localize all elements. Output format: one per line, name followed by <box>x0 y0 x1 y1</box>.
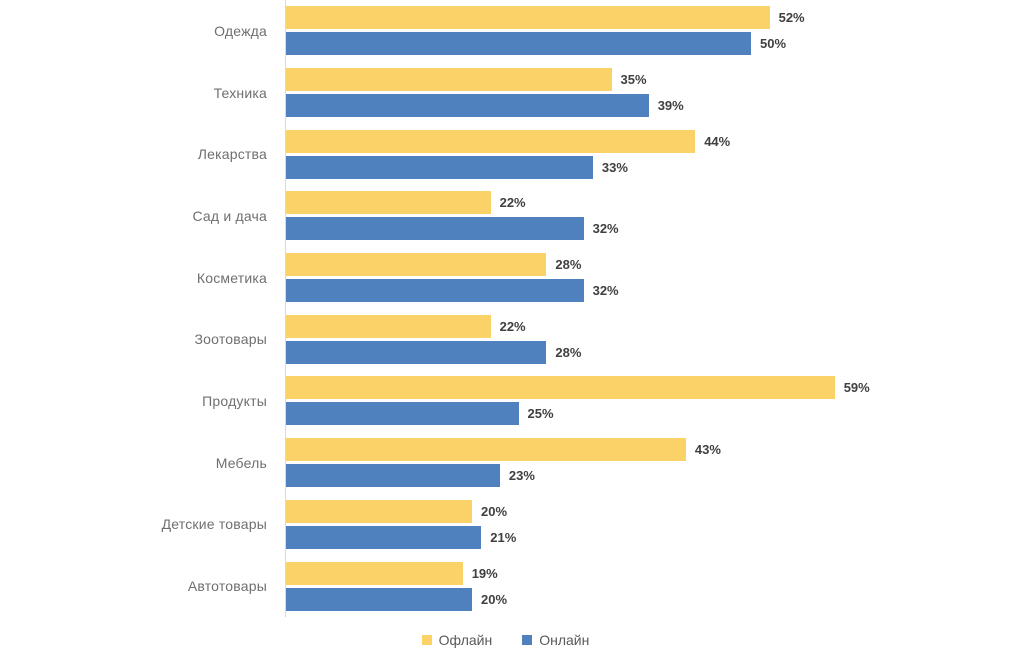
category-bar-group: 20% 21% <box>285 493 1011 556</box>
offline-legend-swatch-icon <box>421 635 432 645</box>
category-row: Мебель 43% 23% <box>0 431 1011 494</box>
bar <box>286 314 491 338</box>
bar <box>286 155 593 179</box>
offline-bar-line: 22% <box>286 191 1011 215</box>
legend-item-offline: Офлайн <box>421 632 493 648</box>
category-bar-group: 52% 50% <box>285 0 1011 62</box>
offline-bar-line: 28% <box>286 253 1011 277</box>
category-label: Одежда <box>214 22 267 39</box>
bar-value-label: 28% <box>555 257 582 273</box>
category-label: Зоотовары <box>194 331 267 348</box>
bar-value-label: 25% <box>527 406 554 422</box>
online-bar-line: 28% <box>286 340 1011 364</box>
category-row: Лекарства 44% 33% <box>0 123 1011 186</box>
bar-value-label: 39% <box>657 98 684 114</box>
bar <box>286 340 547 364</box>
bar <box>286 525 482 549</box>
offline-bar-line: 20% <box>286 499 1011 523</box>
bar-value-label: 35% <box>620 72 647 88</box>
category-label: Мебель <box>215 454 267 471</box>
bar <box>286 279 584 303</box>
offline-bar-line: 52% <box>286 6 1011 30</box>
bar-value-label: 21% <box>490 529 517 545</box>
bar-value-label: 52% <box>778 10 805 26</box>
bar-value-label: 32% <box>592 283 619 299</box>
category-label: Лекарства <box>197 146 267 163</box>
bar-value-label: 20% <box>481 503 508 519</box>
offline-bar-line: 59% <box>286 376 1011 400</box>
online-bar-line: 39% <box>286 94 1011 118</box>
bar <box>286 253 547 277</box>
online-bar-line: 20% <box>286 587 1011 611</box>
bar <box>286 217 584 241</box>
bar-value-label: 59% <box>843 380 870 396</box>
category-row: Зоотовары 22% 28% <box>0 308 1011 371</box>
bar <box>286 587 472 611</box>
bar <box>286 6 770 30</box>
category-row: Косметика 28% 32% <box>0 246 1011 309</box>
category-row: Сад и дача 22% 32% <box>0 185 1011 247</box>
category-bar-group: 43% 23% <box>285 431 1011 494</box>
online-bar-line: 50% <box>286 32 1011 56</box>
bar <box>286 464 500 488</box>
bar-value-label: 22% <box>499 195 526 211</box>
bar <box>286 499 472 523</box>
online-bar-line: 33% <box>286 155 1011 179</box>
category-row: Автотовары 19% 20% <box>0 555 1011 617</box>
bar <box>286 561 463 585</box>
legend-label-offline: Офлайн <box>438 632 493 648</box>
offline-bar-line: 44% <box>286 129 1011 153</box>
bar-value-label: 44% <box>704 133 731 149</box>
online-bar-line: 32% <box>286 279 1011 303</box>
category-bar-group: 22% 32% <box>285 185 1011 247</box>
bar-value-label: 32% <box>592 221 619 237</box>
bar-value-label: 20% <box>481 591 508 607</box>
bar-value-label: 33% <box>601 159 628 175</box>
category-label: Техника <box>213 84 267 101</box>
bar <box>286 191 491 215</box>
category-row: Техника 35% 39% <box>0 61 1011 124</box>
legend-label-online: Онлайн <box>539 632 590 648</box>
bar-value-label: 23% <box>508 468 535 484</box>
bar-value-label: 50% <box>760 36 787 52</box>
online-legend-swatch-icon <box>522 635 533 645</box>
bar <box>286 438 686 462</box>
category-bar-group: 35% 39% <box>285 61 1011 124</box>
online-bar-line: 21% <box>286 525 1011 549</box>
bar-value-label: 22% <box>499 318 526 334</box>
online-bar-line: 32% <box>286 217 1011 241</box>
legend-item-online: Онлайн <box>522 632 589 648</box>
bar <box>286 129 696 153</box>
bar <box>286 94 649 118</box>
offline-bar-line: 35% <box>286 68 1011 92</box>
bar <box>286 402 519 426</box>
category-bar-group: 22% 28% <box>285 308 1011 371</box>
online-bar-line: 25% <box>286 402 1011 426</box>
category-label: Косметика <box>196 269 267 286</box>
category-label: Сад и дача <box>192 207 267 224</box>
bar <box>286 376 835 400</box>
plot-rows: Одежда 52% 50% Техника 35% <box>0 0 1011 617</box>
bar <box>286 68 612 92</box>
bar <box>286 32 751 56</box>
category-row: Продукты 59% 25% <box>0 370 1011 432</box>
category-bar-group: 44% 33% <box>285 123 1011 186</box>
bar-value-label: 19% <box>471 565 498 581</box>
category-label: Автотовары <box>187 578 267 595</box>
legend: Офлайн Онлайн <box>0 632 1011 648</box>
offline-bar-line: 43% <box>286 438 1011 462</box>
category-label: Детские товары <box>161 516 267 533</box>
category-bar-group: 19% 20% <box>285 555 1011 617</box>
bar-value-label: 28% <box>555 344 582 360</box>
category-bar-group: 59% 25% <box>285 370 1011 432</box>
category-bar-group: 28% 32% <box>285 246 1011 309</box>
category-row: Детские товары 20% 21% <box>0 493 1011 556</box>
offline-bar-line: 22% <box>286 314 1011 338</box>
category-row: Одежда 52% 50% <box>0 0 1011 62</box>
offline-bar-line: 19% <box>286 561 1011 585</box>
bar-value-label: 43% <box>694 442 721 458</box>
online-bar-line: 23% <box>286 464 1011 488</box>
category-label: Продукты <box>202 392 267 409</box>
